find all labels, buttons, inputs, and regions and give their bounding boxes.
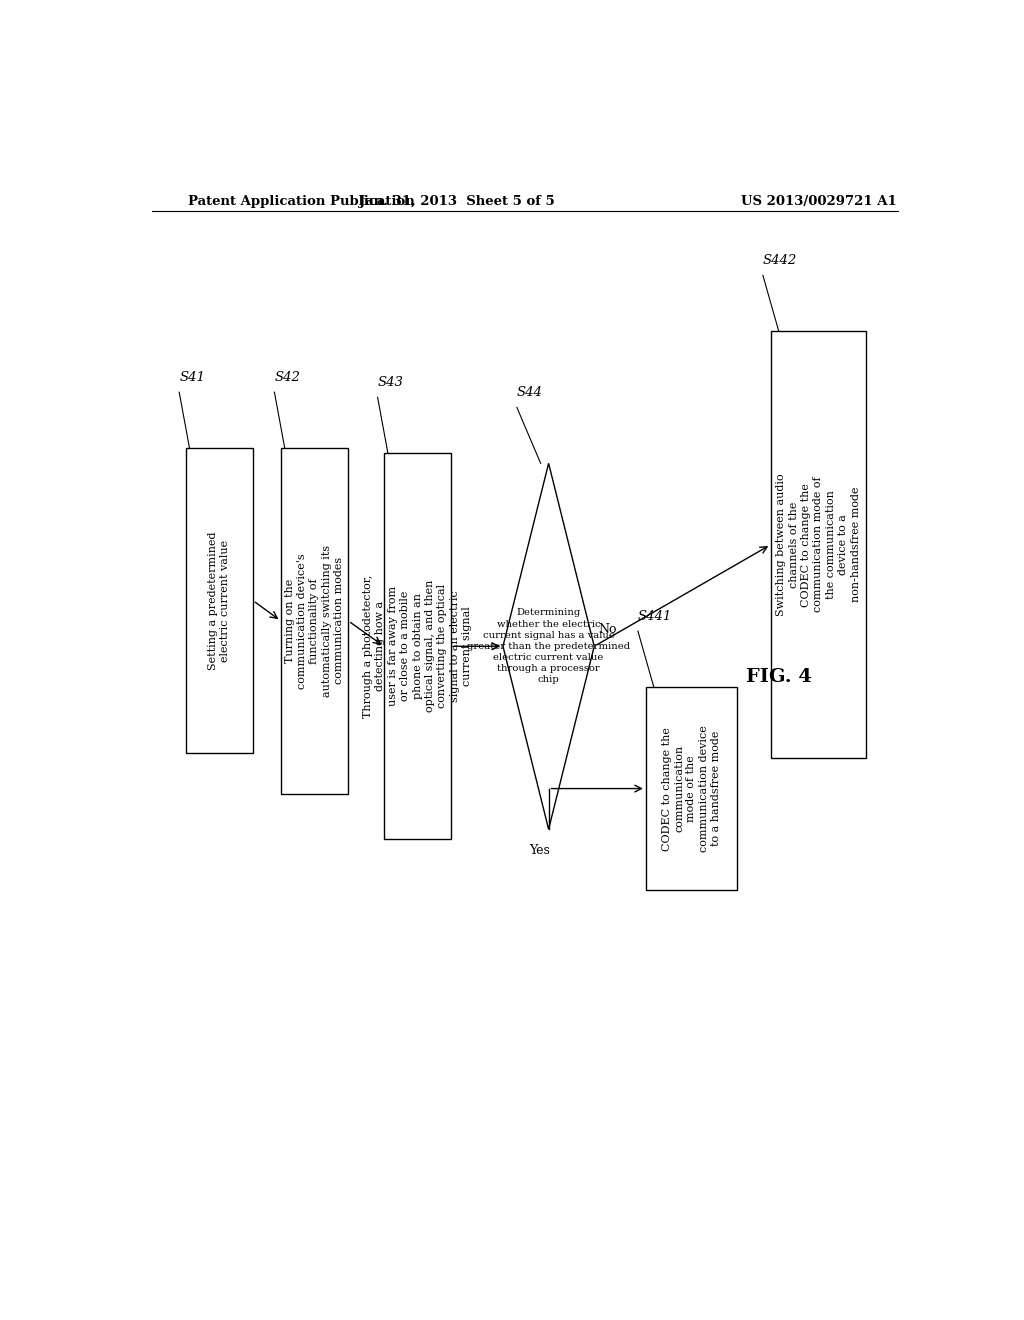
- Text: Turning on the
communication device's
functionality of
automatically switching i: Turning on the communication device's fu…: [285, 545, 344, 697]
- Polygon shape: [503, 463, 594, 829]
- Text: Jan. 31, 2013  Sheet 5 of 5: Jan. 31, 2013 Sheet 5 of 5: [359, 195, 555, 209]
- Text: CODEC to change the
communication
mode of the
communication device
to a handsfre: CODEC to change the communication mode o…: [662, 725, 721, 851]
- Text: Yes: Yes: [528, 845, 550, 858]
- Text: No: No: [598, 623, 616, 636]
- Text: FIG. 4: FIG. 4: [745, 668, 812, 686]
- Text: Determining
whether the electric
current signal has a value
greater than the pre: Determining whether the electric current…: [467, 609, 630, 684]
- Text: S442: S442: [763, 255, 797, 267]
- Bar: [281, 447, 348, 793]
- Bar: [384, 453, 452, 840]
- Text: US 2013/0029721 A1: US 2013/0029721 A1: [740, 195, 896, 209]
- Text: Through a photodetector,
detecting how a
user is far away from
or close to a mob: Through a photodetector, detecting how a…: [364, 574, 472, 718]
- Bar: [771, 331, 866, 758]
- Text: Setting a predetermined
electric current value: Setting a predetermined electric current…: [208, 531, 230, 669]
- Text: S441: S441: [638, 610, 672, 623]
- Bar: [646, 686, 737, 890]
- Text: Switching between audio
channels of the
CODEC to change the
communication mode o: Switching between audio channels of the …: [776, 474, 860, 616]
- Text: S44: S44: [517, 387, 543, 399]
- Bar: [185, 447, 253, 752]
- Text: S41: S41: [179, 371, 205, 384]
- Text: S43: S43: [378, 376, 403, 389]
- Text: Patent Application Publication: Patent Application Publication: [187, 195, 415, 209]
- Text: S42: S42: [274, 371, 300, 384]
